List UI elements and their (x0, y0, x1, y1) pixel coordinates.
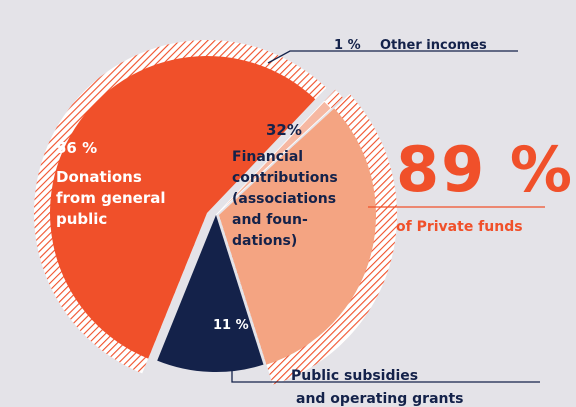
private-funds-caption: of Private funds (396, 219, 523, 235)
leader-line-public-subsidies (231, 345, 540, 383)
slice-label-public-subsidies-line1: Public subsidies (291, 368, 418, 384)
pie-slice-other-incomes (215, 100, 332, 216)
private-funds-total: 89 % (396, 133, 574, 206)
percent-label-public-subsidies: 11 % (213, 318, 249, 333)
slice-label-financial-contributions: Financial contributions (associations and f… (232, 149, 338, 249)
slice-label-public-subsidies-line2: and operating grants (296, 391, 464, 407)
pie-slice-donations (49, 55, 316, 359)
slice-label-donations: Donations from general public (56, 168, 166, 228)
leader-line-other-incomes (267, 50, 518, 64)
percent-label-other-incomes: 1 % (334, 38, 361, 53)
pie-slice-financial-contributions (219, 108, 377, 365)
percent-label-donations: 56 % (56, 139, 97, 157)
pie-slice-public-subsidies (157, 215, 264, 372)
slice-label-other-incomes: Other incomes (380, 38, 487, 53)
percent-label-financial-contributions: 32% (266, 121, 302, 139)
